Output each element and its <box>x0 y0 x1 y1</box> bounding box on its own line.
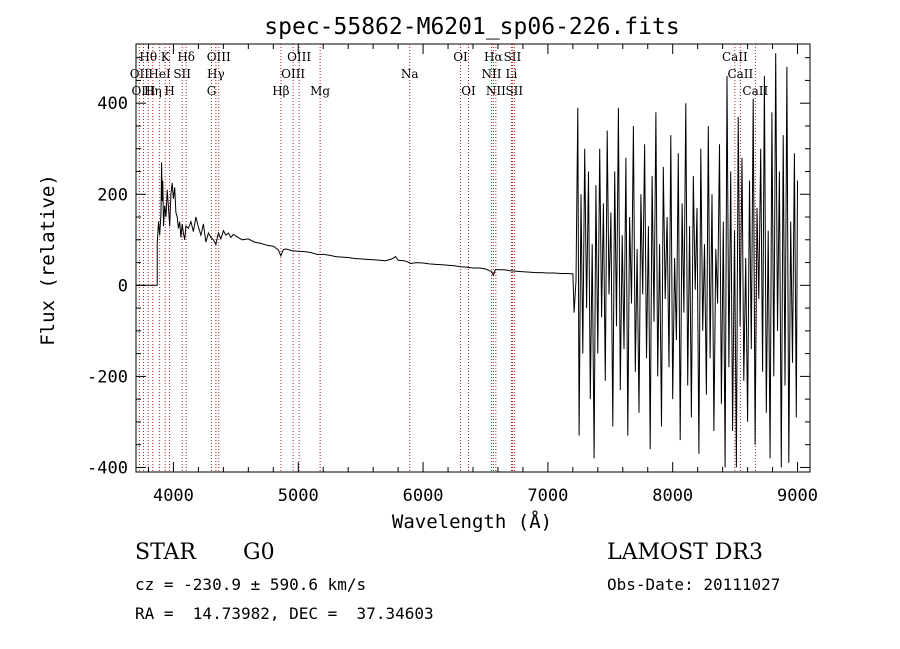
y-tick-label: 200 <box>97 185 128 205</box>
line-marker-label: OIII <box>287 50 311 64</box>
object-subclass: G0 <box>243 540 275 565</box>
emission-line-markers: Hθ OII OIII K Hη HeI H SII Hδ OIII Hγ G Hβ OIII OIII Mg… <box>130 44 768 472</box>
survey-name: LAMOST DR3 <box>607 540 763 565</box>
line-marker-label: Li <box>506 67 518 81</box>
y-tick-label: 400 <box>97 94 128 114</box>
line-marker-label: Na <box>401 67 419 81</box>
object-class: STAR <box>135 540 196 565</box>
line-marker-label: Hθ <box>139 50 157 64</box>
x-tick-label: 5000 <box>278 486 319 506</box>
observation-date: Obs-Date: 20111027 <box>607 575 781 594</box>
line-marker-label: OI <box>461 84 476 98</box>
line-marker-label: CaII <box>742 84 768 98</box>
line-marker-label: NII <box>486 84 506 98</box>
line-marker-label: G <box>207 84 217 98</box>
line-marker-label: OIII <box>281 67 305 81</box>
line-marker-label: CaII <box>722 50 748 64</box>
line-marker-label: OIII <box>207 50 231 64</box>
line-marker-label: NII <box>481 67 501 81</box>
line-marker-label: Mg <box>310 84 330 98</box>
line-marker-label: Hβ <box>272 84 289 98</box>
x-axis-label: Wavelength (Å) <box>392 510 552 533</box>
spectrum-line <box>136 53 798 468</box>
line-marker-label: Hα <box>484 50 503 64</box>
redshift-readout: cz = -230.9 ± 590.6 km/s <box>135 575 367 594</box>
line-marker-label: OII <box>130 67 150 81</box>
x-tick-label: 4000 <box>153 486 194 506</box>
line-marker-label: OIII <box>131 84 155 98</box>
line-marker-label: OI <box>453 50 468 64</box>
line-marker-label: HeI <box>148 67 171 81</box>
chart-title: spec-55862-M6201_sp06-226.fits <box>264 14 679 40</box>
line-marker-label: K <box>161 50 171 64</box>
line-marker-label: SII <box>504 50 522 64</box>
y-axis-label: Flux (relative) <box>37 174 59 346</box>
y-tick-label: -200 <box>87 367 128 387</box>
line-marker-label: Hγ <box>207 67 225 81</box>
axis-ticks: 4000 5000 6000 7000 8000 9000 -400 -200 0 200 400 <box>87 44 818 506</box>
line-marker-label: Hδ <box>177 50 195 64</box>
line-marker-label: CaII <box>727 67 753 81</box>
y-tick-label: 0 <box>118 276 128 296</box>
line-marker-label: H <box>164 84 174 98</box>
coordinates-readout: RA = 14.73982, DEC = 37.34603 <box>135 604 434 623</box>
x-tick-label: 6000 <box>403 486 444 506</box>
y-tick-label: -400 <box>87 458 128 478</box>
line-marker-label: SII <box>173 67 191 81</box>
x-tick-label: 8000 <box>652 486 693 506</box>
line-marker-label: SII <box>505 84 523 98</box>
x-tick-label: 7000 <box>527 486 568 506</box>
x-tick-label: 9000 <box>777 486 818 506</box>
line-marker-label: Hη <box>144 84 162 98</box>
